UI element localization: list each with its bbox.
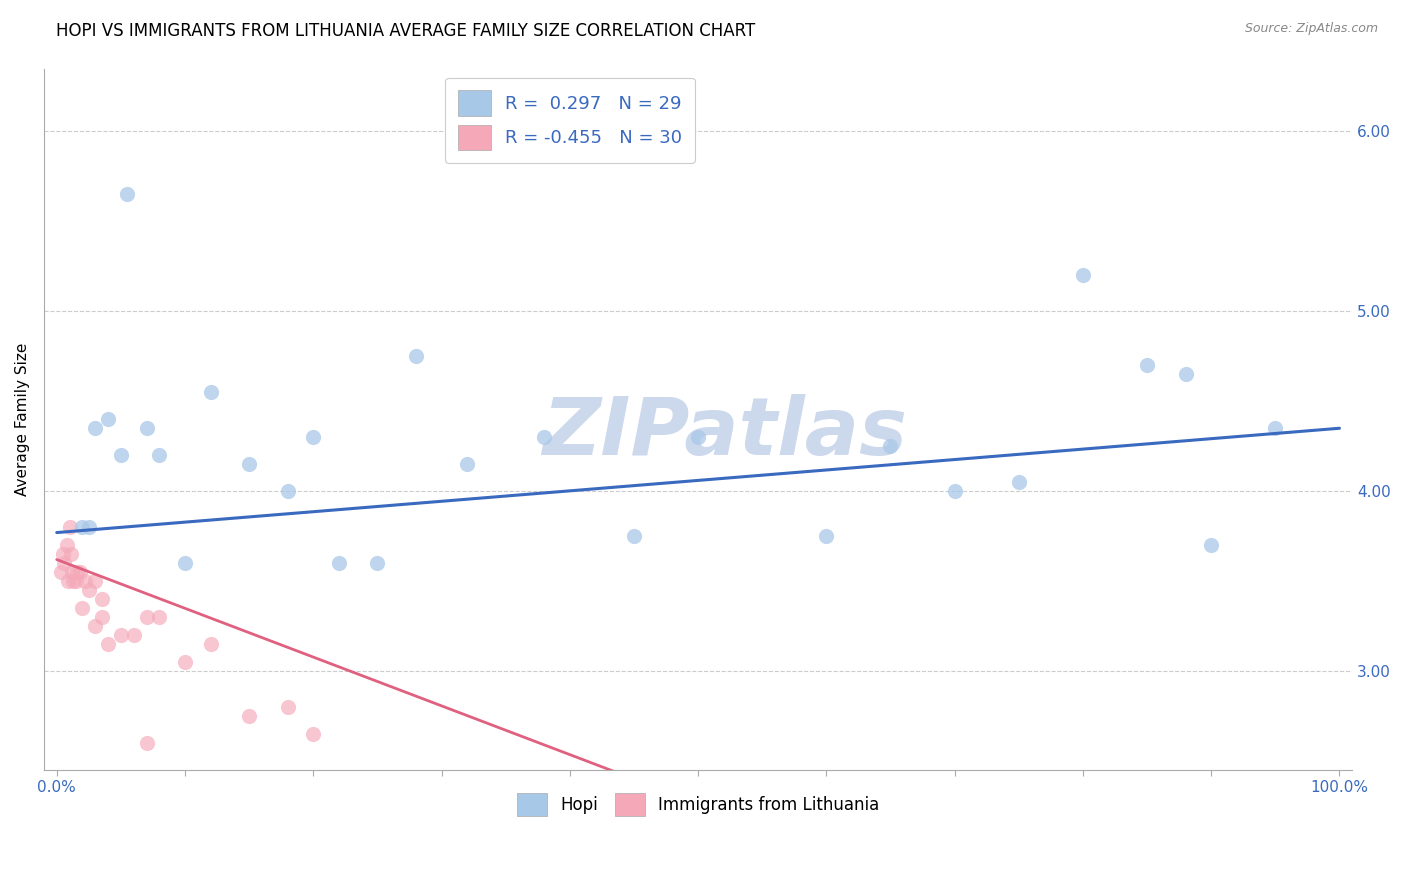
Point (117, 187, 139, 202)
Point (110, 448, 132, 462)
Point (56, 538, 79, 552)
Y-axis label: Average Family Size: Average Family Size (15, 343, 30, 496)
Point (174, 655, 197, 669)
Point (148, 448, 170, 462)
Point (62, 574, 84, 589)
Point (135, 610, 157, 624)
Point (77, 583, 100, 598)
Text: HOPI VS IMMIGRANTS FROM LITHUANIA AVERAGE FAMILY SIZE CORRELATION CHART: HOPI VS IMMIGRANTS FROM LITHUANIA AVERAG… (56, 22, 755, 40)
Point (49, 565, 72, 579)
Point (90, 610, 112, 624)
Point (59, 547, 82, 561)
Point (456, 457, 478, 471)
Point (943, 484, 966, 499)
Point (1174, 368, 1197, 382)
Point (122, 628, 145, 642)
Point (1199, 538, 1222, 552)
Point (66, 565, 89, 579)
Point (84, 619, 107, 633)
Point (1264, 421, 1286, 435)
Point (65, 574, 87, 589)
Point (277, 700, 299, 714)
Point (58, 574, 80, 589)
Point (69, 565, 91, 579)
Point (72, 520, 94, 534)
Point (405, 349, 427, 363)
Point (302, 727, 325, 741)
Point (1008, 475, 1031, 490)
Point (879, 439, 901, 453)
Point (52, 547, 75, 561)
Point (60, 565, 83, 579)
Point (58, 520, 80, 534)
Point (328, 556, 350, 570)
Point (623, 529, 645, 543)
Point (73, 574, 96, 589)
Point (1136, 359, 1159, 373)
Text: Source: ZipAtlas.com: Source: ZipAtlas.com (1244, 22, 1378, 36)
Point (200, 637, 222, 651)
Point (90, 592, 112, 607)
Point (97, 637, 120, 651)
Point (366, 556, 388, 570)
Legend: Hopi, Immigrants from Lithuania: Hopi, Immigrants from Lithuania (509, 785, 887, 825)
Point (135, 421, 157, 435)
Point (533, 430, 555, 444)
Point (302, 430, 325, 444)
Point (277, 484, 299, 499)
Point (84, 421, 107, 435)
Point (200, 385, 222, 400)
Text: ZIPatlas: ZIPatlas (541, 394, 907, 472)
Point (148, 610, 170, 624)
Point (238, 457, 260, 471)
Point (97, 412, 120, 426)
Point (77, 520, 100, 534)
Point (72, 601, 94, 615)
Point (1071, 268, 1094, 283)
Point (174, 556, 197, 570)
Point (135, 736, 157, 750)
Point (110, 628, 132, 642)
Point (686, 430, 709, 444)
Point (815, 529, 838, 543)
Point (84, 574, 107, 589)
Point (238, 709, 260, 723)
Point (53, 556, 76, 570)
